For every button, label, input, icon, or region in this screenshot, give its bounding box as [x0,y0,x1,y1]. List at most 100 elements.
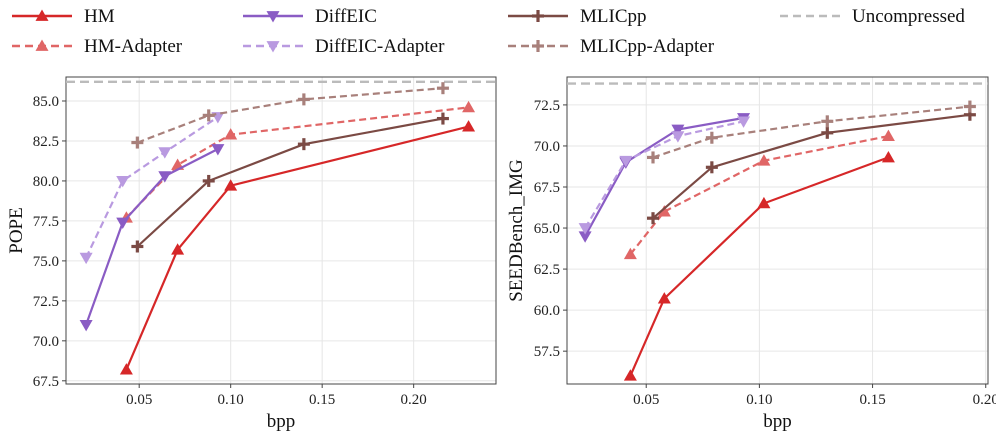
y-tick-label: 82.5 [33,134,59,150]
data-point-hm-adapter [757,154,771,166]
legend-entry-diffeic: DiffEIC [243,6,377,27]
data-point-hm [757,196,771,209]
data-point-diffeic [211,144,225,156]
legend-label: HM [84,6,115,27]
series-line-mlicpp-adapter [137,87,443,144]
data-point-diffeic-adapter [619,155,633,168]
data-point-mlicpp [297,138,310,151]
legend-label: MLICpp-Adapter [580,36,715,57]
data-point-hm [119,363,133,375]
y-tick-label: 62.5 [534,262,560,278]
legend-entry-mlicpp-adapter: MLICpp-Adapter [508,36,715,57]
data-point-hm-adapter [623,247,637,260]
series-line-diffeic-adapter [85,116,219,259]
y-tick-label: 60.0 [534,303,560,319]
x-tick-label: 0.15 [859,392,885,408]
series-line-diffeic [85,148,219,326]
data-point-hm-adapter [224,128,238,140]
x-tick-label: 0.20 [401,392,427,408]
pope-chart: 0.05 0.10 0.15 0.20 67.5 70.0 72.5 75.0 77.5 80.0… [6,76,497,432]
data-point-mlicpp [202,174,215,187]
data-point-mlicpp-adapter [963,100,976,113]
series-line-hm [125,125,469,371]
legend-entry-hm: HM [12,6,115,27]
legend-label: HM-Adapter [84,36,183,57]
plot-frame [566,76,989,385]
series-line-mlicpp [136,117,444,248]
legend-entry-hm-adapter: HM-Adapter [12,36,183,57]
data-point-hm [881,150,895,163]
x-axis-label: bpp [763,411,792,432]
x-tick-label: 0.05 [126,392,152,408]
data-point-mlicpp-adapter [705,131,718,144]
data-point-mlicpp-adapter [821,115,834,128]
data-point-hm [623,369,637,381]
x-tick-label: 0.15 [309,392,335,408]
series-hm-adapter [119,100,476,223]
legend-entry-diffeic-adapter: DiffEIC-Adapter [243,36,445,57]
legend-entry-mlicpp: MLICpp [508,6,647,27]
plot-frame [65,76,497,385]
data-point-mlicpp-adapter [297,93,310,106]
legend-label: DiffEIC-Adapter [315,36,445,57]
legend-marker [532,10,544,22]
y-axis-label: POPE [6,207,27,253]
legend: HM DiffEIC MLICpp Uncompressed HM-Adapter Dif… [12,6,965,57]
data-point-diffeic-adapter [578,223,592,235]
y-tick-label: 77.5 [33,214,59,230]
y-tick-label: 72.5 [534,98,560,114]
legend-marker [35,39,49,51]
series-hm-adapter [623,129,895,260]
legend-label: MLICpp [580,6,647,27]
data-point-diffeic-adapter [737,116,751,128]
legend-marker [266,11,280,23]
series-mlicpp-adapter [647,100,976,164]
data-point-hm [657,292,671,304]
data-point-hm-adapter [462,100,476,113]
x-axis-label: bpp [267,411,296,432]
series-diffeic [578,113,751,243]
legend-marker [35,9,49,21]
legend-marker [532,40,544,52]
series-mlicpp [131,112,449,253]
legend-label: Uncompressed [852,6,965,27]
data-point-mlicpp [705,161,718,174]
data-point-mlicpp [647,212,660,225]
series-line-diffeic [584,116,744,237]
series-line-diffeic-adapter [584,120,744,229]
y-axis-label: SEEDBench_IMG [506,159,527,302]
y-tick-label: 72.5 [33,294,59,310]
data-point-mlicpp-adapter [436,82,449,95]
data-point-mlicpp [436,112,449,125]
data-point-hm-adapter [881,129,895,141]
legend-label: DiffEIC [315,6,377,27]
data-point-diffeic [116,217,130,230]
data-point-diffeic [578,231,592,243]
x-tick-label: 0.20 [973,392,996,408]
series-line-hm [629,156,889,377]
x-tick-label: 0.05 [633,392,659,408]
legend-entry-uncompressed: Uncompressed [780,6,965,27]
y-tick-label: 75.0 [33,254,59,270]
series-line-hm-adapter [629,135,889,255]
data-point-diffeic [671,124,685,137]
data-point-hm-adapter [657,205,671,217]
legend-marker [266,41,280,53]
data-point-diffeic-adapter [671,131,685,143]
data-point-mlicpp [821,126,834,139]
data-point-mlicpp-adapter [131,136,144,149]
y-tick-label: 57.5 [534,344,560,360]
x-tick-label: 0.10 [746,392,772,408]
y-tick-label: 65.0 [534,221,560,237]
data-point-mlicpp-adapter [647,151,660,164]
series-mlicpp-adapter [131,82,449,149]
series-hm [623,150,895,381]
series-line-mlicpp [652,113,971,220]
data-point-diffeic-adapter [116,176,130,188]
y-tick-label: 85.0 [33,94,59,110]
series-diffeic-adapter [79,112,225,265]
series-diffeic [79,144,225,332]
y-tick-label: 67.5 [534,180,560,196]
data-point-hm [224,179,238,191]
